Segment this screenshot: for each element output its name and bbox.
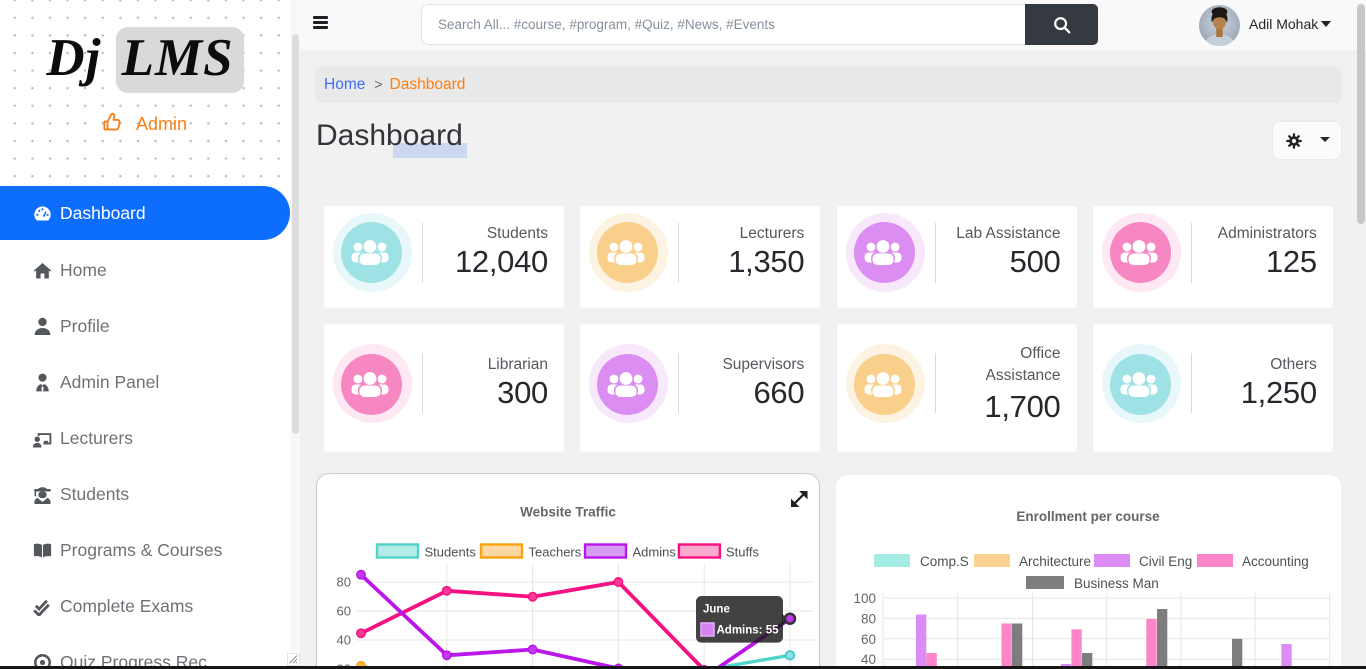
- svg-text:Admins: Admins: [633, 545, 677, 560]
- svg-text:Business Man: Business Man: [1074, 576, 1159, 591]
- svg-text:60: 60: [861, 632, 876, 647]
- svg-text:Website Traffic: Website Traffic: [520, 505, 616, 520]
- svg-text:Accounting: Accounting: [1242, 554, 1309, 569]
- svg-text:80: 80: [861, 611, 876, 626]
- svg-text:Architecture: Architecture: [1019, 554, 1091, 569]
- svg-text:Civil Eng: Civil Eng: [1139, 554, 1192, 569]
- svg-text:20: 20: [337, 662, 351, 669]
- svg-text:Comp.S: Comp.S: [920, 554, 969, 569]
- svg-text:Stuffs: Stuffs: [726, 545, 760, 560]
- svg-text:80: 80: [337, 575, 351, 590]
- svg-text:40: 40: [861, 652, 876, 667]
- svg-text:Students: Students: [425, 545, 477, 560]
- svg-text:Admins: 55: Admins: 55: [717, 625, 780, 637]
- svg-text:100: 100: [853, 591, 876, 606]
- svg-text:Enrollment per course: Enrollment per course: [1016, 509, 1160, 524]
- svg-text:June: June: [703, 604, 730, 616]
- svg-text:40: 40: [337, 633, 351, 648]
- svg-text:Teachers: Teachers: [529, 545, 582, 560]
- svg-text:60: 60: [337, 604, 351, 619]
